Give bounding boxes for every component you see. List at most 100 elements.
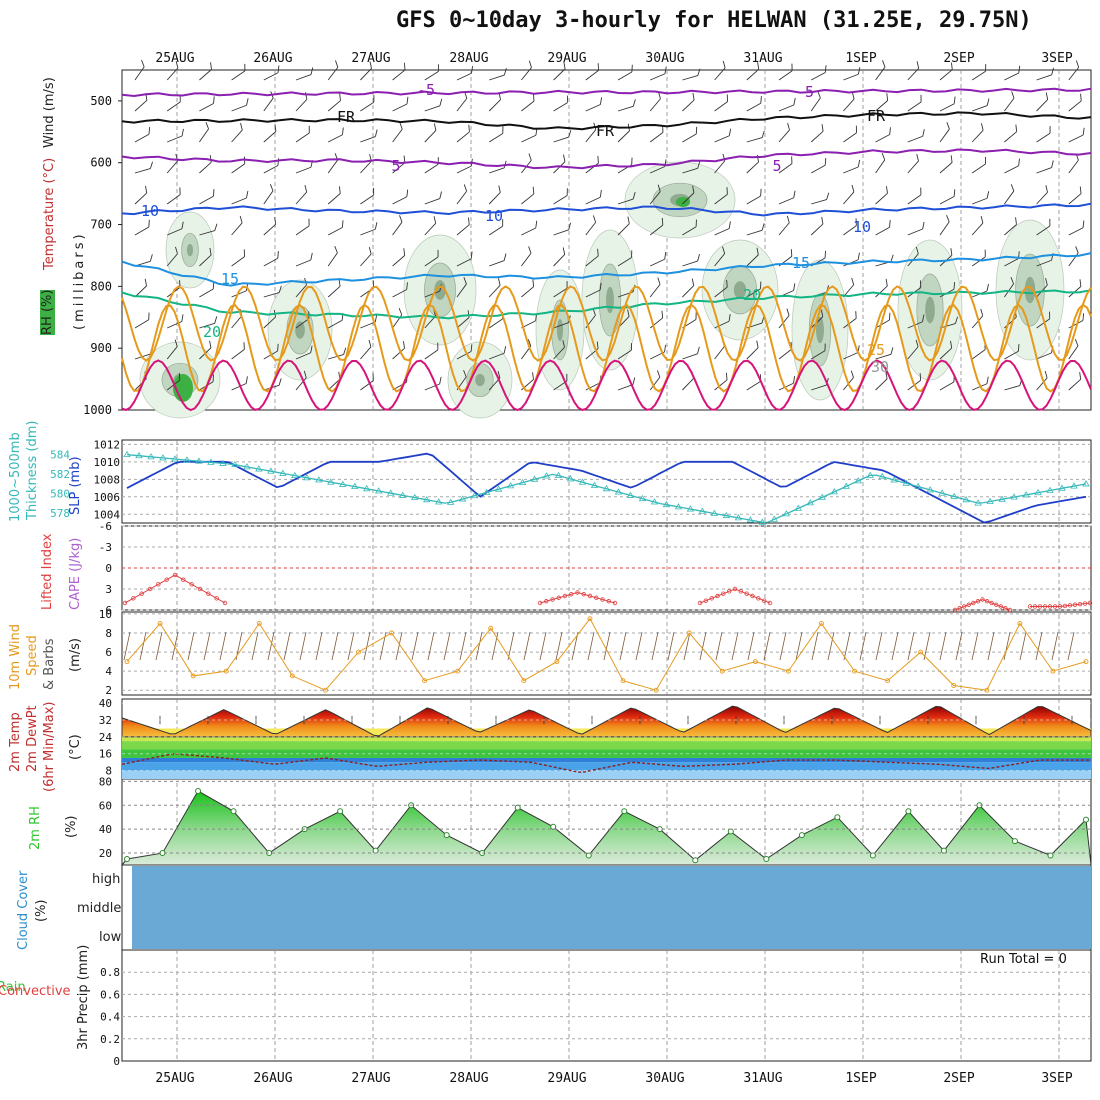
upper-wind-barb-flag: [174, 339, 178, 347]
upper-wind-barb-flag: [890, 254, 894, 262]
upper-wind-barb-shaft: [167, 228, 183, 236]
upper-wind-barb-shaft: [424, 349, 439, 360]
upper-wind-barb-shaft: [553, 68, 566, 81]
day-label-bottom-7: 1SEP: [845, 1071, 876, 1086]
w10-barb: [283, 631, 291, 661]
upper-wind-barb-flag: [980, 308, 984, 317]
upper-wind-barb-shaft: [810, 130, 824, 143]
thickness-marker: [746, 516, 755, 523]
wind10-label-a: 10m Wind: [8, 623, 23, 690]
w10-barb: [203, 631, 211, 661]
upper-wind-barb: [810, 343, 826, 360]
upper-wind-barb-flag: [946, 215, 950, 223]
upper-wind-barb-shaft: [746, 195, 761, 205]
upper-wind-barb-shaft: [553, 136, 569, 143]
upper-wind-barb-flag: [1044, 370, 1048, 379]
thickness-marker: [1046, 486, 1054, 493]
upper-wind-barb-shaft: [585, 162, 599, 174]
upper-wind-barb-flag: [398, 308, 403, 316]
rh2-unit: (%): [64, 815, 79, 839]
upper-wind-barb-flag: [399, 122, 403, 130]
upper-wind-barb: [939, 340, 953, 360]
isotherm-extra-label-7: 20: [203, 323, 221, 341]
upper-wind-barb: [392, 282, 408, 298]
w10-barb: [731, 631, 739, 661]
upper-wind-barb-shaft: [360, 194, 374, 205]
upper-wind-barb-shaft: [134, 66, 145, 81]
upper-wind-barb-flag: [437, 342, 439, 350]
upper-wind-barb-shaft: [263, 190, 274, 205]
upper-wind-barb-flag: [343, 347, 347, 355]
upper-wind-barb: [199, 122, 209, 143]
upper-wind-barb: [649, 217, 664, 236]
upper-wind-barb: [939, 189, 956, 205]
upper-wind-barb-shaft: [166, 194, 181, 205]
upper-wind-barb-flag: [1051, 67, 1054, 75]
li-point: [971, 600, 976, 606]
upper-wind-barb: [360, 222, 378, 236]
thickness-line: [126, 453, 1087, 523]
upper-wind-barb-flag: [1075, 60, 1080, 68]
upper-wind-barb: [392, 155, 406, 174]
upper-wind-barb-flag: [920, 94, 922, 103]
rh2m-point: [940, 847, 947, 854]
w10-tick-2: 6: [105, 646, 112, 659]
upper-wind-barb: [456, 344, 473, 360]
thickness-marker: [770, 515, 779, 522]
upper-wind-barb: [424, 249, 439, 267]
t2-band-1: [122, 762, 1091, 771]
upper-wind-barb: [1036, 126, 1051, 143]
upper-wind-barb-flag: [433, 123, 437, 131]
upper-wind-barb-shaft: [360, 136, 376, 143]
upper-wind-barb-shaft: [521, 100, 535, 112]
upper-wind-barb: [810, 124, 824, 143]
upper-wind-barb-flag: [851, 277, 855, 285]
upper-wind-barb-shaft: [843, 352, 859, 360]
upper-unit-label: (millibars): [72, 231, 87, 330]
upper-wind-barb-shaft: [360, 160, 372, 174]
upper-wind-barb-flag: [1051, 160, 1054, 168]
w10-barb: [443, 631, 451, 661]
upper-wind-barb-flag: [857, 67, 861, 75]
upper-wind-barb: [231, 376, 248, 391]
upper-wind-barb-flag: [468, 124, 470, 132]
upper-wind-barb-flag: [722, 246, 726, 254]
upper-wind-barb-shaft: [585, 382, 601, 391]
upper-wind-barb-flag: [592, 215, 597, 223]
run-total: Run Total = 0: [980, 952, 1067, 967]
upper-wind-barb-flag: [915, 246, 919, 255]
chart-title: GFS 0~10day 3-hourly for HELWAN (31.25E,…: [396, 8, 1032, 33]
upper-wind-barb-flag: [406, 96, 409, 105]
upper-wind-barb: [972, 376, 989, 391]
upper-wind-barb: [843, 125, 857, 143]
upper-wind-barb-flag: [240, 123, 243, 131]
upper-wind-barb-shaft: [746, 254, 759, 267]
upper-wind-barb-flag: [563, 61, 566, 69]
w10-barb: [171, 631, 179, 661]
upper-wind-barb: [1004, 91, 1015, 112]
thickness-marker: [1082, 480, 1090, 487]
isotherm-extra-label-6: 15: [792, 254, 810, 272]
li-point: [147, 586, 153, 592]
li-point: [984, 599, 990, 604]
upper-wind-barb: [907, 187, 922, 205]
upper-wind-barb-flag: [857, 159, 861, 168]
upper-wind-barb-flag: [882, 60, 886, 68]
upper-wind-barb-shaft: [424, 290, 440, 298]
upper-wind-barb-shaft: [456, 190, 467, 205]
upper-wind-barb-flag: [368, 339, 372, 348]
upper-wind-barb-shaft: [456, 258, 472, 267]
upper-wind-barb-shaft: [714, 286, 728, 298]
upper-wind-barb-flag: [179, 187, 181, 195]
li-point: [966, 602, 971, 607]
thickness-marker: [207, 458, 215, 465]
upper-wind-barb-shaft: [939, 103, 955, 112]
upper-wind-barb-shaft: [295, 318, 310, 329]
upper-wind-barb-shaft: [521, 193, 535, 205]
upper-wind-barb-shaft: [231, 129, 243, 143]
upper-wind-barb-shaft: [134, 133, 150, 143]
upper-wind-barb-shaft: [488, 133, 504, 143]
w10-barb: [763, 631, 771, 661]
upper-wind-barb: [617, 64, 633, 81]
